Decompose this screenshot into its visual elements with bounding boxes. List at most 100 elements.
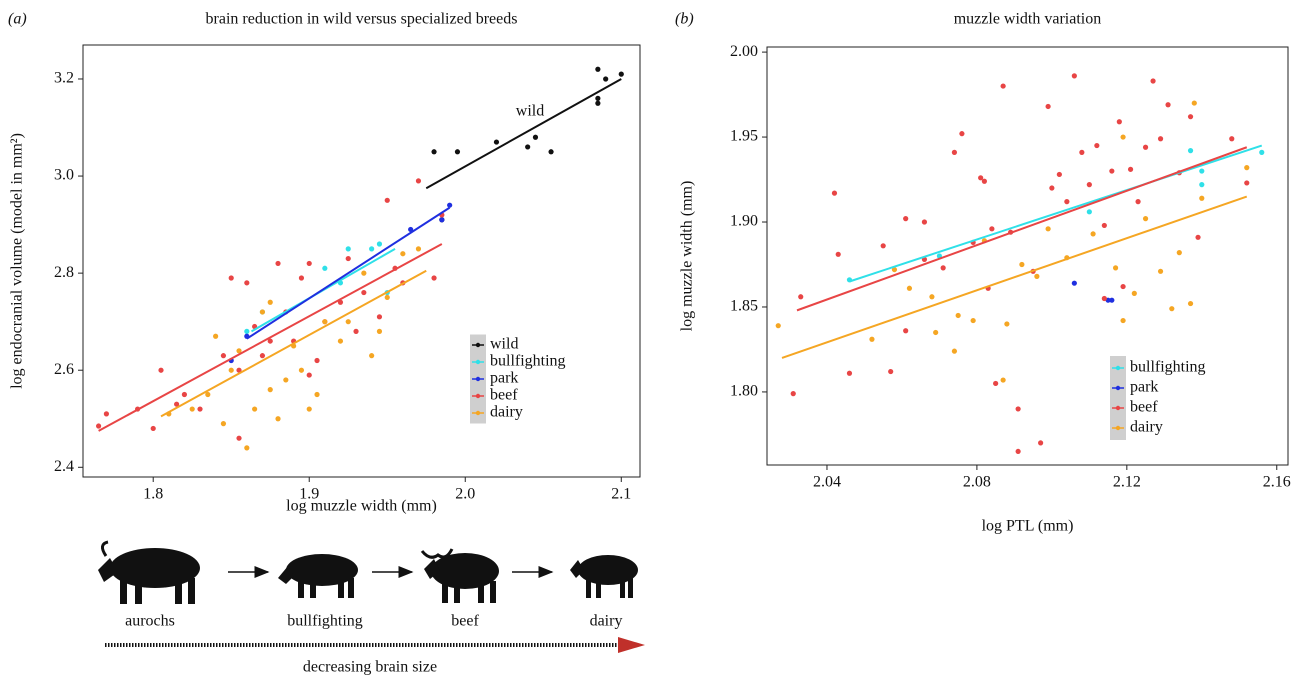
- point: [981, 178, 987, 184]
- point: [454, 149, 461, 155]
- point: [228, 275, 234, 281]
- point: [846, 370, 853, 376]
- legend-key: [475, 359, 481, 365]
- point: [314, 391, 320, 398]
- beef-icon: [420, 548, 499, 603]
- point: [595, 66, 601, 72]
- legend-label: dairy: [490, 404, 523, 421]
- point: [369, 353, 375, 359]
- point: [880, 243, 886, 249]
- point: [603, 76, 609, 82]
- point: [1120, 317, 1126, 324]
- point: [376, 241, 383, 247]
- point: [1101, 222, 1107, 229]
- legend-key: [1115, 385, 1121, 391]
- point: [306, 260, 312, 267]
- point: [869, 336, 875, 342]
- x-tick-label: 1.8: [143, 486, 163, 503]
- fit-line: [160, 269, 427, 418]
- point: [831, 190, 838, 196]
- diagram-label: bullfighting: [287, 613, 363, 630]
- point: [376, 314, 383, 320]
- point: [906, 285, 913, 291]
- point: [236, 367, 242, 373]
- legend-label: park: [490, 370, 518, 387]
- point: [1199, 182, 1205, 188]
- point: [1135, 199, 1141, 205]
- fit-line: [425, 78, 622, 190]
- y-axis-label: log endocranial volume (model in mm²): [9, 133, 26, 389]
- plot-frame: [766, 46, 1289, 466]
- point: [267, 338, 273, 344]
- fit-line: [849, 144, 1263, 283]
- point: [275, 260, 281, 267]
- point: [228, 367, 234, 373]
- point: [891, 266, 898, 273]
- point: [1157, 136, 1164, 142]
- point: [220, 353, 227, 359]
- point: [361, 270, 367, 276]
- point: [903, 216, 909, 222]
- legend-label: dairy: [1130, 419, 1163, 436]
- point: [1000, 377, 1006, 383]
- point: [1142, 216, 1149, 222]
- y-tick-label: 3.0: [54, 167, 74, 184]
- point: [447, 202, 453, 208]
- point: [1038, 440, 1044, 446]
- point: [1090, 231, 1096, 237]
- legend-key: [475, 342, 481, 348]
- point: [1191, 100, 1197, 106]
- point: [1056, 171, 1062, 178]
- point: [244, 328, 250, 334]
- point: [1112, 265, 1119, 271]
- point: [1199, 168, 1205, 174]
- point: [306, 372, 312, 378]
- legend-label: beef: [1130, 399, 1158, 416]
- point: [337, 338, 344, 344]
- point: [376, 328, 383, 334]
- panel-label: (b): [675, 11, 694, 28]
- bullfighting-icon: [278, 554, 358, 598]
- point: [1195, 234, 1201, 240]
- legend-key: [1115, 365, 1121, 371]
- point: [431, 275, 437, 281]
- point: [283, 377, 289, 383]
- point: [951, 149, 958, 155]
- point: [1244, 180, 1250, 186]
- x-tick-label: 2.16: [1263, 474, 1291, 491]
- point: [532, 134, 539, 140]
- point: [431, 149, 437, 155]
- point: [1142, 144, 1149, 150]
- x-axis-label: log PTL (mm): [982, 518, 1074, 535]
- x-axis-label: log muzzle width (mm): [286, 498, 437, 515]
- point: [1109, 297, 1115, 303]
- point: [835, 251, 841, 257]
- point: [921, 219, 928, 225]
- y-tick-label: 2.00: [730, 43, 758, 60]
- diagram-caption: decreasing brain size: [303, 659, 437, 676]
- point: [174, 401, 180, 407]
- point: [1004, 321, 1010, 327]
- point: [1199, 195, 1205, 201]
- legend-key: [1115, 405, 1121, 411]
- point: [1169, 306, 1175, 312]
- chart-title: brain reduction in wild versus specializ…: [206, 11, 518, 28]
- point: [1120, 283, 1126, 290]
- point: [384, 197, 390, 203]
- legend-key-bg: [1110, 356, 1126, 440]
- point: [322, 265, 328, 271]
- diagram-label: aurochs: [125, 613, 175, 630]
- point: [798, 294, 804, 300]
- point: [275, 416, 281, 422]
- point: [158, 367, 164, 373]
- point: [525, 144, 531, 150]
- point: [220, 421, 227, 427]
- point: [1176, 250, 1182, 256]
- y-tick-label: 3.2: [54, 70, 74, 87]
- point: [1127, 166, 1134, 172]
- point: [1150, 78, 1156, 84]
- legend-label: park: [1130, 379, 1158, 396]
- legend-key: [475, 393, 481, 399]
